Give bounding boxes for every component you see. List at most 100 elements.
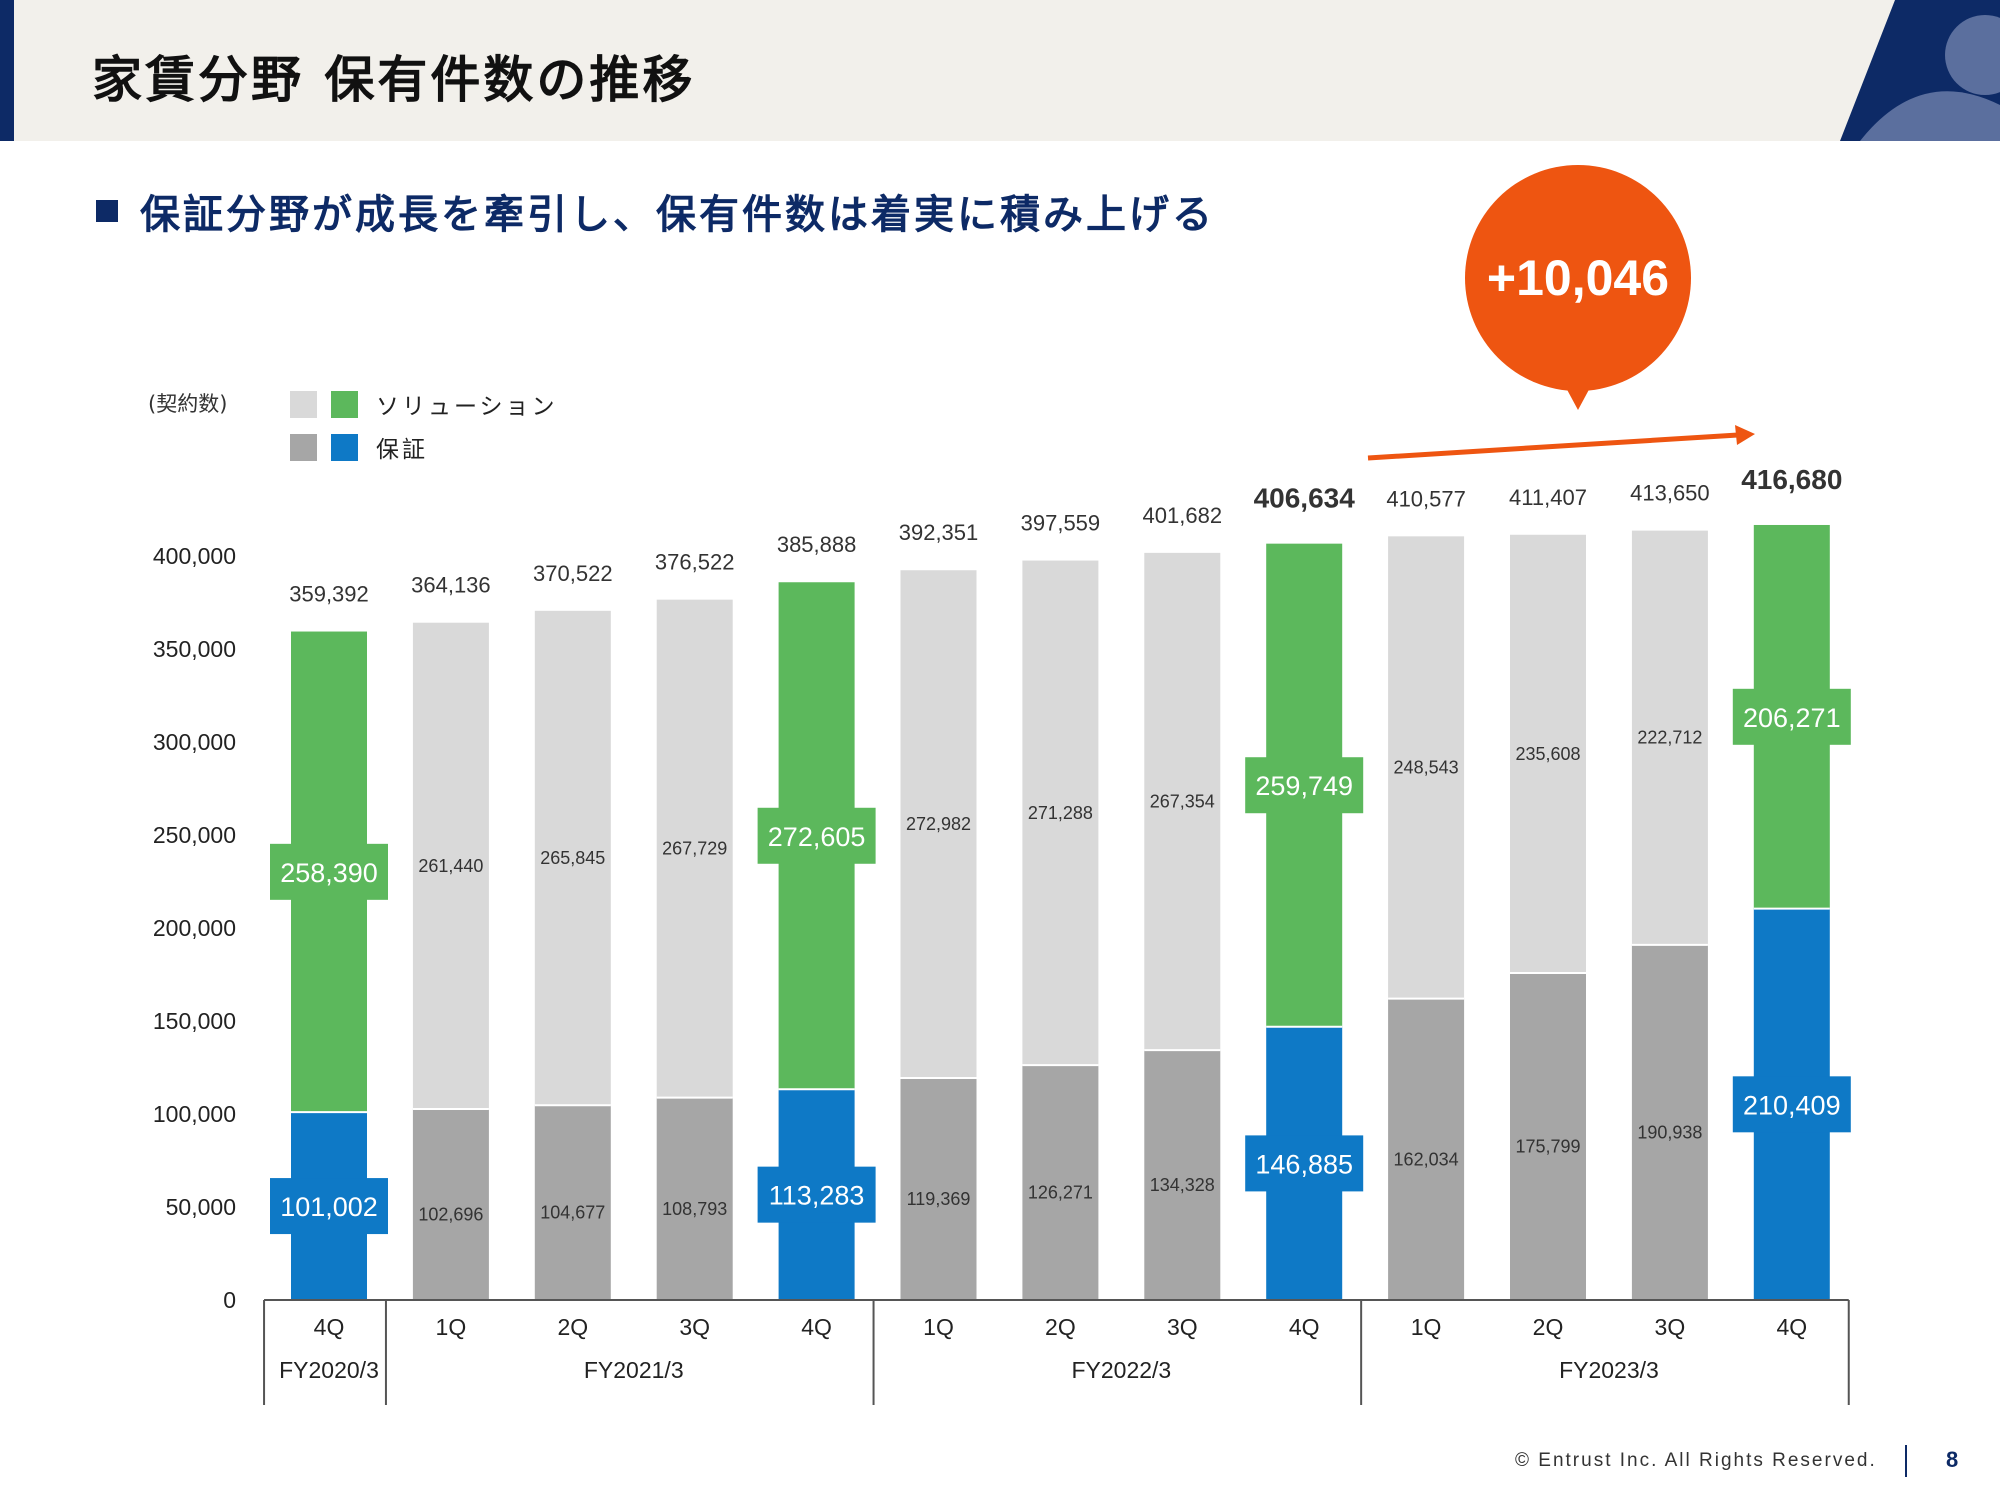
x-tick-label: 3Q [1655,1314,1686,1340]
data-label-guarantee: 210,409 [1743,1090,1841,1120]
total-label: 416,680 [1741,464,1842,495]
total-label: 406,634 [1254,483,1356,514]
data-label-solution: 265,845 [540,848,605,868]
header-accent-bar [0,0,14,141]
data-label-solution: 206,271 [1743,703,1841,733]
data-label-box-guarantee [757,1166,876,1223]
bar-solution [1510,534,1586,974]
y-tick-label: 350,000 [153,636,236,662]
y-tick-label: 0 [223,1287,236,1313]
data-label-solution: 258,390 [280,858,378,888]
total-label: 413,650 [1630,481,1710,506]
data-label-guarantee: 102,696 [418,1204,483,1224]
x-tick-label: 1Q [1411,1314,1442,1340]
bar-solution [1388,536,1465,999]
data-label-guarantee: 146,885 [1255,1149,1353,1179]
bar-solution [534,610,611,1106]
legend-swatch-solution-gray [290,390,317,418]
unit-label: (契約数) [148,392,228,416]
subtitle: 保証分野が成長を牽引し、保有件数は着実に積み上げる [96,182,1215,240]
data-label-solution: 272,605 [768,822,866,852]
legend-swatch-guarantee [331,433,358,461]
bar-guarantee [900,1077,977,1300]
data-label-solution: 235,608 [1515,744,1580,764]
data-label-box-solution [757,807,876,864]
legend-swatch-solution [331,390,358,418]
y-tick-label: 200,000 [153,915,236,941]
x-tick-label: 3Q [1167,1314,1198,1340]
bar-guarantee [1388,998,1465,1300]
data-label-solution: 222,712 [1637,728,1702,748]
data-label-solution: 272,982 [906,814,971,834]
y-tick-label: 50,000 [166,1194,236,1220]
page-number: 8 [1946,1447,1959,1472]
data-label-box-guarantee [1732,1076,1851,1133]
growth-bubble: +10,046 [1465,165,1691,391]
bar-solution [900,570,977,1078]
data-label-solution: 259,749 [1255,771,1353,801]
total-label: 385,888 [777,532,857,557]
header-band [0,0,2000,141]
bar-guarantee [1631,944,1708,1300]
growth-bubble-label: +10,046 [1486,250,1670,306]
fiscal-year-label: FY2021/3 [584,1357,684,1383]
legend-swatch-guarantee-gray [290,433,317,461]
y-tick-label: 300,000 [153,729,236,755]
bar-solution [1144,552,1221,1051]
data-label-solution: 267,729 [662,839,727,859]
legend-label-solution: ソリューション [376,394,558,420]
bar-guarantee [1144,1050,1221,1300]
bar-solution [1022,560,1099,1066]
subtitle-text: 保証分野が成長を牽引し、保有件数は着実に積み上げる [140,192,1215,238]
x-tick-label: 2Q [557,1314,588,1340]
legend-item-guarantee: 保証 [290,430,428,464]
x-tick-label: 1Q [436,1314,467,1340]
data-label-guarantee: 101,002 [280,1192,378,1222]
legend-item-solution: ソリューション [290,387,558,421]
bar-solution [1631,530,1708,945]
bar-guarantee [656,1097,733,1300]
total-label: 376,522 [655,550,735,575]
data-label-guarantee: 134,328 [1150,1175,1215,1195]
data-label-guarantee: 119,369 [907,1189,971,1209]
data-label-box-solution [270,843,388,900]
data-label-guarantee: 104,677 [540,1203,605,1223]
footer-separator [1905,1445,1907,1477]
bar-guarantee [412,1108,489,1300]
x-tick-label: 4Q [1776,1314,1807,1340]
x-tick-label: 3Q [679,1314,710,1340]
copyright: © Entrust Inc. All Rights Reserved. [1515,1450,1877,1471]
data-label-guarantee: 162,034 [1394,1149,1459,1169]
data-label-guarantee: 190,938 [1637,1122,1702,1142]
x-tick-label: 2Q [1045,1314,1076,1340]
data-label-guarantee: 175,799 [1515,1137,1580,1157]
data-label-solution: 261,440 [418,856,483,876]
bar-guarantee [534,1105,611,1300]
y-tick-label: 400,000 [153,543,236,569]
x-tick-label: 2Q [1533,1314,1564,1340]
y-tick-label: 250,000 [153,822,236,848]
data-label-guarantee: 126,271 [1028,1183,1093,1203]
data-label-solution: 267,354 [1150,792,1215,812]
data-label-guarantee: 113,283 [769,1181,865,1211]
total-label: 392,351 [899,520,979,545]
bar-guarantee [1510,973,1586,1300]
total-label: 397,559 [1021,511,1101,536]
y-tick-label: 150,000 [153,1008,236,1034]
x-tick-label: 4Q [314,1314,345,1340]
growth-arrow-head [1735,425,1755,445]
legend-label-guarantee: 保証 [376,437,428,463]
y-tick-label: 100,000 [153,1101,236,1127]
data-label-box-solution [1245,757,1364,814]
total-label: 370,522 [533,561,613,586]
page-title: 家賃分野 保有件数の推移 [92,51,696,109]
data-label-box-solution [1732,688,1851,745]
x-tick-label: 4Q [801,1314,832,1340]
fiscal-year-label: FY2022/3 [1071,1357,1171,1383]
x-tick-label: 1Q [923,1314,954,1340]
header-decoration [1840,0,2000,141]
total-label: 401,682 [1143,503,1223,528]
bullet-square-icon [96,200,118,222]
data-label-guarantee: 108,793 [662,1199,727,1219]
